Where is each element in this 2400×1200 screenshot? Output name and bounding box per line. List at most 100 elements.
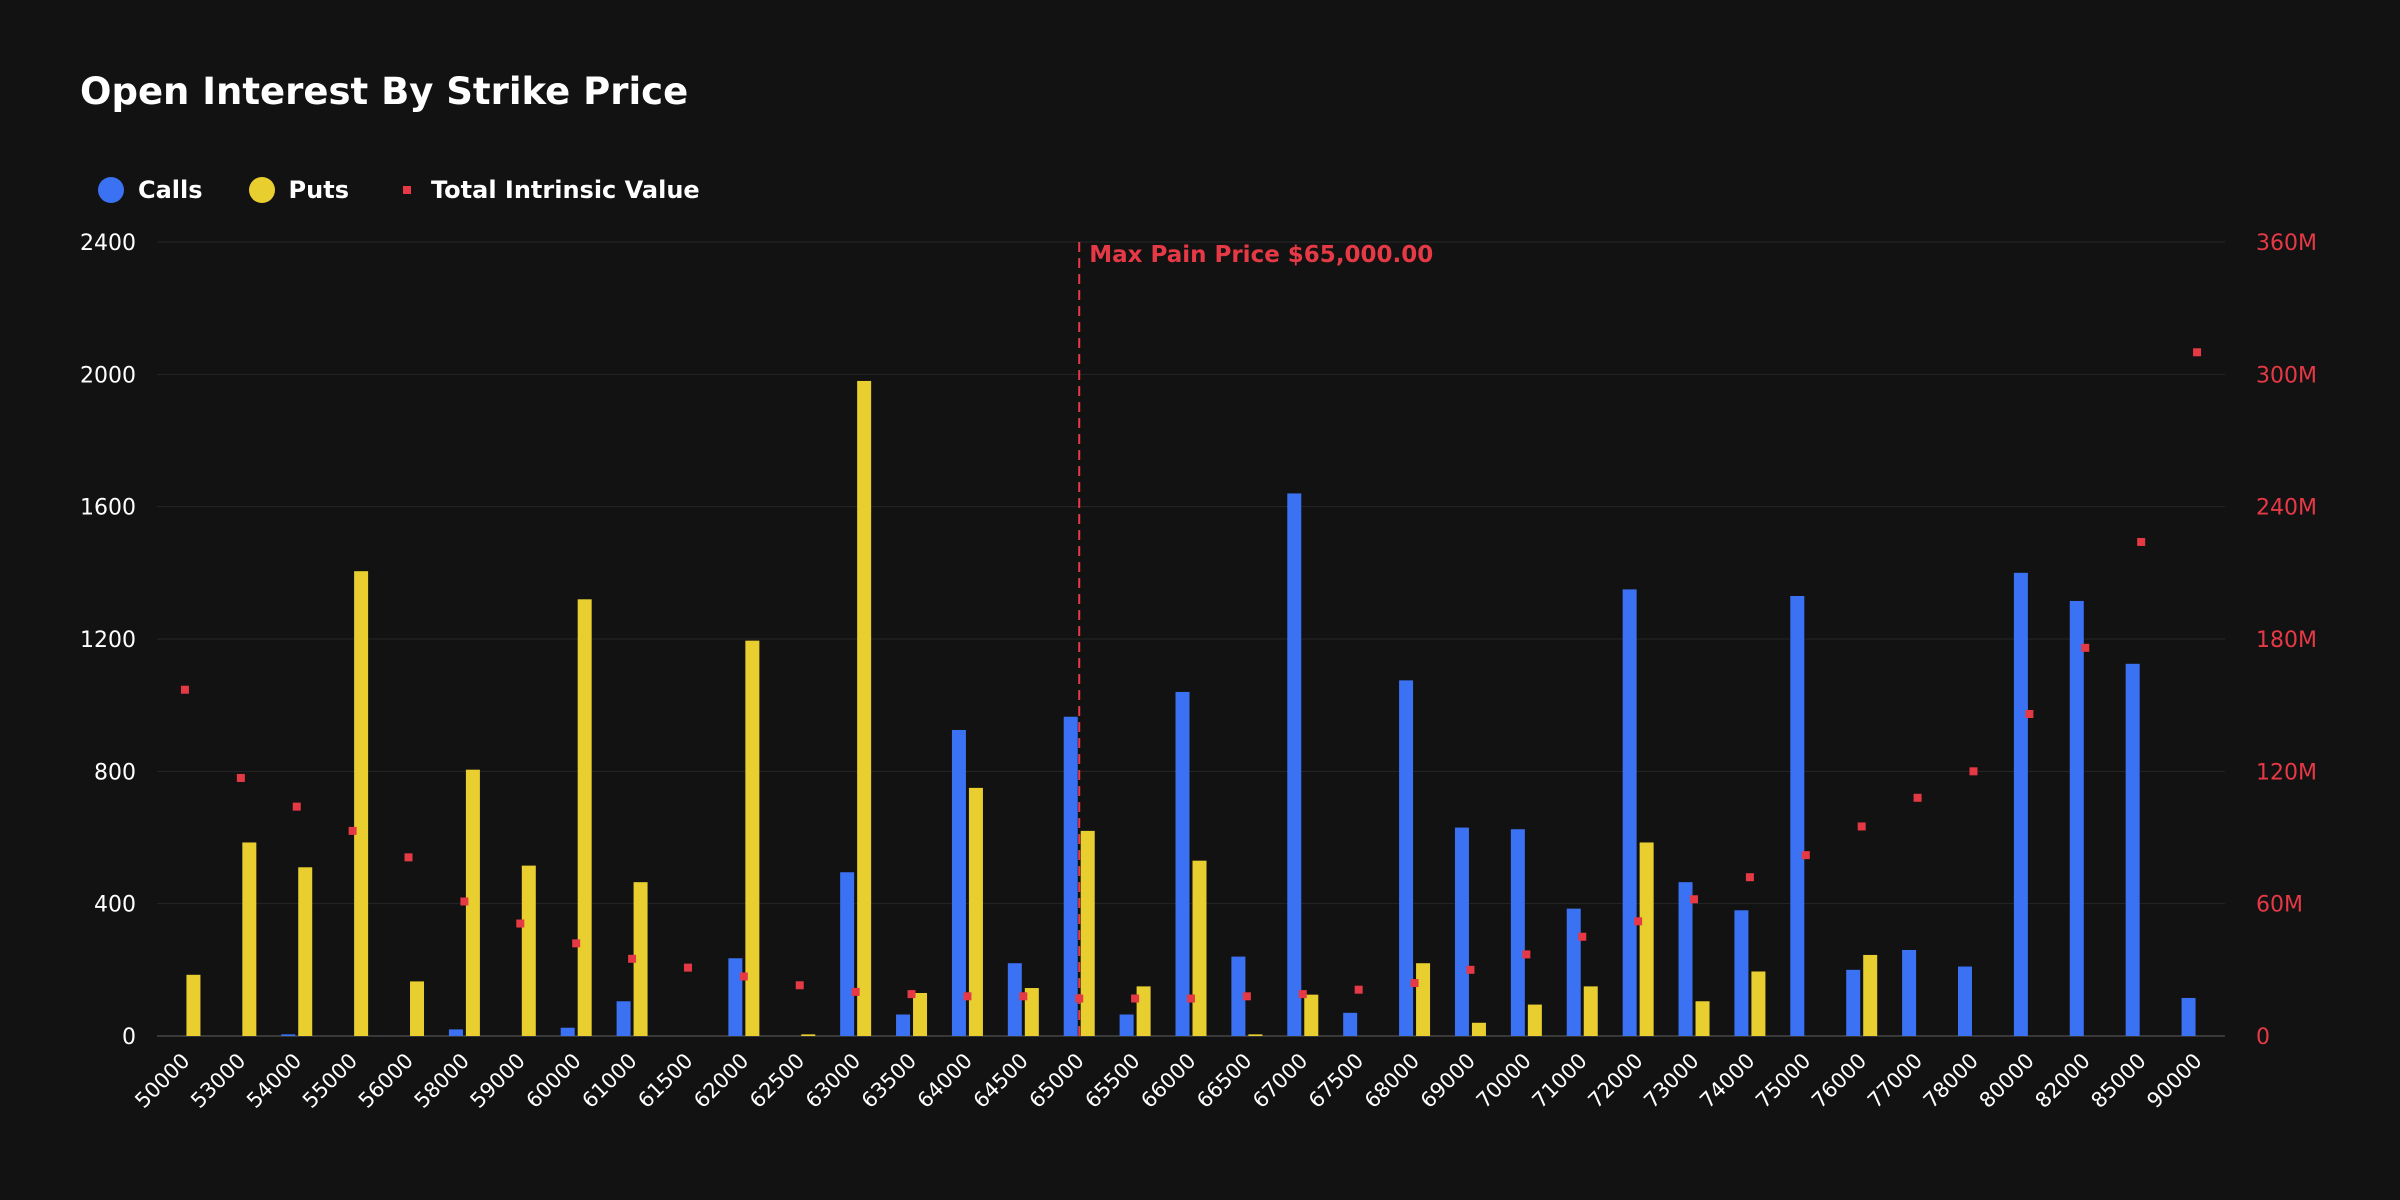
- intrinsic-point: [795, 981, 804, 990]
- puts-bar: [1192, 860, 1207, 1036]
- legend: Calls Puts Total Intrinsic Value: [98, 176, 746, 204]
- x-tick-label: 90000: [2142, 1049, 2206, 1113]
- x-tick-label: 71000: [1528, 1049, 1592, 1113]
- puts-bar: [913, 992, 928, 1036]
- puts-bar: [354, 571, 369, 1036]
- puts-bar: [186, 974, 201, 1036]
- puts-bar: [242, 842, 257, 1036]
- right-tick-label: 180M: [2256, 628, 2317, 653]
- legend-item-puts[interactable]: Puts: [248, 176, 349, 204]
- calls-bar: [1510, 829, 1525, 1036]
- intrinsic-point: [2025, 709, 2034, 718]
- calls-bar: [840, 872, 855, 1036]
- x-tick-label: 65000: [1025, 1049, 1089, 1113]
- calls-bar: [1007, 963, 1022, 1036]
- intrinsic-point: [1131, 994, 1140, 1003]
- intrinsic-point: [1075, 994, 1084, 1003]
- puts-bar: [410, 981, 425, 1036]
- intrinsic-point: [2137, 537, 2146, 546]
- intrinsic-point: [628, 954, 637, 963]
- left-tick-label: 0: [122, 1025, 136, 1050]
- intrinsic-point: [1187, 994, 1195, 1003]
- x-tick-label: 76000: [1807, 1049, 1871, 1113]
- x-tick-label: 73000: [1639, 1049, 1703, 1113]
- puts-bar: [521, 865, 536, 1036]
- calls-bar: [1454, 827, 1469, 1036]
- intrinsic-point: [236, 773, 245, 782]
- puts-bar: [1471, 1022, 1486, 1036]
- intrinsic-point: [1745, 873, 1754, 882]
- calls-bar: [1175, 691, 1190, 1036]
- intrinsic-point: [1690, 895, 1699, 904]
- calls-bar: [1622, 589, 1637, 1036]
- calls-bar: [2013, 572, 2028, 1036]
- x-tick-label: 67500: [1304, 1049, 1368, 1113]
- intrinsic-point: [460, 897, 469, 906]
- puts-bar: [1695, 1001, 1710, 1036]
- x-tick-label: 66000: [1136, 1049, 1200, 1113]
- puts-bar: [968, 787, 983, 1036]
- calls-bar: [1063, 716, 1078, 1036]
- x-tick-label: 64500: [969, 1049, 1033, 1113]
- puts-bar: [298, 867, 313, 1036]
- x-tick-label: 72000: [1583, 1049, 1647, 1113]
- intrinsic-point: [1913, 793, 1922, 802]
- intrinsic-point: [292, 802, 301, 811]
- calls-bar: [1566, 908, 1581, 1036]
- x-tick-label: 61000: [577, 1049, 641, 1113]
- x-tick-label: 75000: [1751, 1049, 1815, 1113]
- calls-bar: [2125, 663, 2140, 1036]
- calls-bar: [728, 958, 743, 1036]
- x-tick-label: 64000: [913, 1049, 977, 1113]
- legend-item-intrinsic[interactable]: Total Intrinsic Value: [395, 176, 700, 204]
- calls-bar: [616, 1001, 631, 1036]
- intrinsic-point: [739, 972, 748, 981]
- right-tick-label: 360M: [2256, 231, 2317, 256]
- x-tick-label: 62000: [689, 1049, 753, 1113]
- puts-bar: [801, 1034, 816, 1036]
- intrinsic-point: [2193, 348, 2202, 357]
- intrinsic-point: [1410, 979, 1419, 988]
- left-tick-label: 400: [94, 893, 136, 918]
- intrinsic-point: [851, 987, 860, 996]
- x-tick-label: 54000: [242, 1049, 306, 1113]
- calls-bar: [1287, 493, 1302, 1036]
- x-tick-label: 53000: [186, 1049, 250, 1113]
- legend-label-intrinsic: Total Intrinsic Value: [430, 176, 700, 204]
- max-pain-label: Max Pain Price $65,000.00: [1089, 242, 1433, 268]
- left-tick-label: 2000: [80, 363, 136, 388]
- legend-item-calls[interactable]: Calls: [98, 176, 203, 204]
- calls-bar: [1231, 956, 1246, 1036]
- legend-label-calls: Calls: [138, 176, 203, 204]
- intrinsic-point: [348, 826, 357, 835]
- x-tick-label: 62500: [745, 1049, 809, 1113]
- x-tick-label: 66500: [1192, 1049, 1256, 1113]
- intrinsic-point: [963, 992, 972, 1001]
- calls-bar: [951, 729, 966, 1036]
- puts-bar: [633, 882, 648, 1036]
- calls-bar: [1957, 966, 1972, 1036]
- intrinsic-point: [1522, 950, 1531, 959]
- x-tick-label: 69000: [1416, 1049, 1480, 1113]
- puts-bar: [1751, 971, 1766, 1036]
- intrinsic-point: [1242, 992, 1251, 1001]
- chart-title: Open Interest By Strike Price: [80, 70, 689, 113]
- puts-bar: [1136, 986, 1151, 1036]
- intrinsic-point: [516, 919, 525, 928]
- left-tick-label: 2400: [80, 231, 136, 256]
- x-tick-label: 68000: [1360, 1049, 1424, 1113]
- x-tick-label: 55000: [298, 1049, 362, 1113]
- legend-label-puts: Puts: [288, 176, 349, 204]
- intrinsic-swatch-icon: [402, 186, 411, 194]
- calls-bar: [1846, 969, 1861, 1036]
- intrinsic-point: [1466, 965, 1475, 974]
- puts-bar: [857, 380, 872, 1036]
- x-tick-label: 56000: [354, 1049, 418, 1113]
- calls-bar: [2181, 997, 2196, 1036]
- intrinsic-point: [1634, 917, 1643, 926]
- left-tick-label: 1600: [80, 496, 136, 521]
- x-tick-label: 80000: [1975, 1049, 2039, 1113]
- x-tick-label: 85000: [2086, 1049, 2150, 1113]
- calls-bar: [1734, 910, 1749, 1036]
